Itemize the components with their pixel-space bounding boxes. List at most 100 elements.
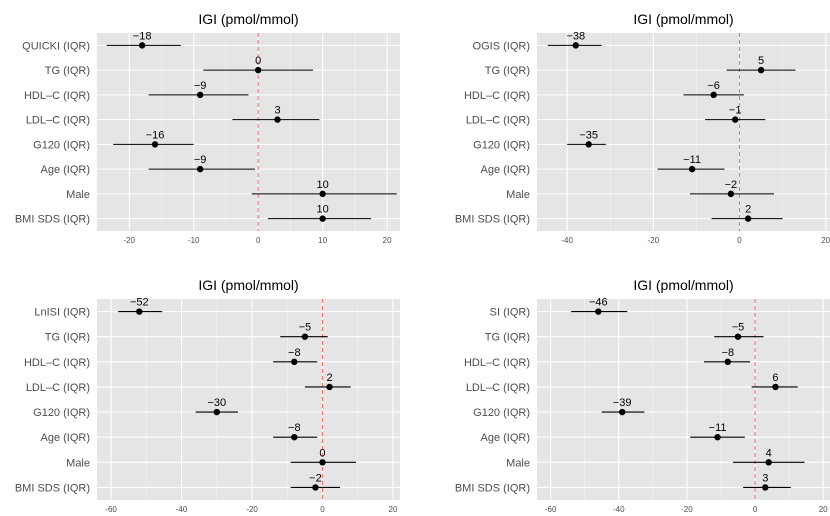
x-tick-label: 10 [318,236,327,245]
panel-title: IGI (pmol/mmol) [198,277,298,293]
estimate-point [326,383,333,391]
estimate-label: −8 [288,347,301,359]
panel-background [537,299,830,500]
estimate-label: −18 [133,30,152,42]
x-tick-label: -20 [648,236,660,245]
estimate-label: 0 [255,55,261,67]
estimate-label: 4 [766,447,772,459]
estimate-point [274,116,281,123]
forest-panel-2: -40 -20 0 20 IGI (pmol/mmol) OGIS (IQR) −38 TG … [455,11,830,245]
estimate-label: −9 [194,154,207,166]
estimate-label: −52 [130,297,149,309]
estimate-point [618,408,626,416]
x-tick-label: 20 [821,236,830,245]
panel-title: IGI (pmol/mmol) [198,11,298,27]
estimate-point [138,42,146,49]
estimate-label: 3 [274,105,280,117]
x-tick-label: -20 [246,505,258,514]
y-category-label: BMI SDS (IQR) [15,482,90,494]
estimate-label: −5 [299,322,312,334]
estimate-label: −35 [579,129,598,141]
panel-background [97,33,400,231]
estimate-label: −46 [589,297,608,309]
x-tick-label: 0 [753,505,758,514]
estimate-label: −1 [729,105,742,117]
estimate-label: −38 [566,30,585,42]
estimate-point [734,333,742,340]
estimate-point [710,91,717,99]
y-category-label: BMI SDS (IQR) [15,214,90,226]
y-category-label: OGIS (IQR) [473,40,530,52]
y-category-label: Male [506,189,530,201]
estimate-point [714,433,721,441]
estimate-point [757,66,765,74]
estimate-point [765,459,772,466]
y-category-label: QUICKI (IQR) [22,40,90,52]
y-category-label: HDL–C (IQR) [24,357,90,369]
estimate-point [196,91,204,99]
x-tick-label: -10 [188,236,200,245]
estimate-label: 6 [772,372,778,384]
x-tick-label: 20 [383,236,392,245]
y-category-label: LDL–C (IQR) [26,382,90,394]
estimate-label: 3 [762,472,768,484]
y-category-label: G120 (IQR) [473,407,530,419]
y-category-label: HDL–C (IQR) [464,90,530,102]
x-tick-label: -40 [613,505,625,514]
estimate-point [136,308,143,315]
estimate-label: −6 [707,80,720,92]
estimate-point [688,165,696,173]
estimate-point [724,358,731,366]
estimate-point [772,383,779,391]
estimate-point [727,190,735,198]
y-category-label: LDL–C (IQR) [466,115,530,127]
y-category-label: LDL–C (IQR) [466,382,530,394]
y-category-label: Age (IQR) [40,164,90,176]
y-category-label: HDL–C (IQR) [24,90,90,102]
estimate-point [213,408,220,416]
estimate-label: −11 [683,154,701,166]
y-category-label: Age (IQR) [40,432,90,444]
estimate-label: −39 [613,397,632,409]
estimate-point [732,116,739,123]
estimate-label: −16 [146,129,165,141]
y-category-label: TG (IQR) [485,65,530,77]
estimate-point [319,190,326,198]
y-category-label: Age (IQR) [480,432,530,444]
estimate-point [151,141,159,148]
y-category-label: BMI SDS (IQR) [455,214,530,226]
panel-background [537,33,830,231]
x-tick-label: 0 [320,505,325,514]
estimate-point [196,165,204,173]
estimate-point [762,484,769,491]
estimate-point [254,66,262,74]
estimate-point [291,433,298,441]
estimate-label: −8 [722,347,735,359]
y-category-label: TG (IQR) [485,332,530,344]
y-category-label: SI (IQR) [490,307,530,319]
estimate-label: −30 [207,397,226,409]
panel-title: IGI (pmol/mmol) [633,11,733,27]
estimate-point [572,42,579,49]
estimate-label: −2 [309,472,322,484]
forest-panel-1: -20 -10 0 10 20 IGI (pmol/mmol) QUICKI (IQR) −1… [15,11,400,245]
y-category-label: TG (IQR) [45,65,90,77]
x-tick-label: -60 [545,505,557,514]
estimate-point [319,459,326,466]
estimate-label: −9 [194,80,207,92]
panel-background [97,299,400,500]
y-category-label: G120 (IQR) [33,139,90,151]
estimate-point [744,215,752,222]
estimate-label: 10 [317,204,329,216]
panel-title: IGI (pmol/mmol) [633,277,733,293]
estimate-label: 2 [745,204,751,216]
estimate-point [312,484,319,491]
y-category-label: Age (IQR) [480,164,530,176]
estimate-label: −11 [709,422,727,434]
y-category-label: LnISI (IQR) [34,307,90,319]
x-tick-label: 0 [737,236,742,245]
x-tick-label: 20 [389,505,398,514]
estimate-label: −8 [288,422,301,434]
estimate-label: 10 [317,179,329,191]
